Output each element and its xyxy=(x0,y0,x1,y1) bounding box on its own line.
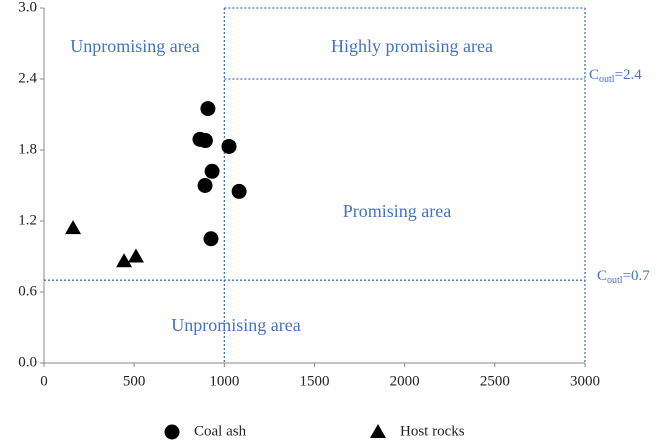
point xyxy=(116,253,133,268)
point xyxy=(221,138,237,154)
x-tick-label: 3000 xyxy=(570,373,600,389)
region-label: Unpromising area xyxy=(171,315,300,335)
label-base: C xyxy=(589,67,599,83)
point xyxy=(203,231,219,247)
y-tick-label: 0.0 xyxy=(18,354,37,370)
label-suffix: =2.4 xyxy=(615,67,643,83)
label-suffix: =0.7 xyxy=(623,269,651,285)
label-sub: outl xyxy=(599,74,615,85)
threshold-label: Coutl=2.4 xyxy=(589,67,642,85)
point xyxy=(204,163,220,179)
x-tick-label: 500 xyxy=(123,373,146,389)
point xyxy=(231,183,247,199)
x-tick-label: 0 xyxy=(40,373,48,389)
region-label: Promising area xyxy=(343,201,451,221)
x-tick-label: 1500 xyxy=(300,373,330,389)
y-tick-label: 0.6 xyxy=(18,283,37,299)
point xyxy=(197,133,213,149)
legend-marker xyxy=(164,424,180,440)
point xyxy=(200,101,216,117)
label-base: C xyxy=(597,269,607,285)
legend-label: Coal ash xyxy=(194,423,247,439)
point xyxy=(197,178,213,193)
x-tick-label: 2500 xyxy=(480,373,510,389)
y-tick-label: 3.0 xyxy=(18,0,37,15)
x-tick-label: 2000 xyxy=(390,373,420,389)
label-sub: outl xyxy=(607,275,623,286)
legend-label: Host rocks xyxy=(400,423,465,439)
y-tick-label: 2.4 xyxy=(18,70,37,86)
threshold-label: Coutl=0.7 xyxy=(597,269,650,287)
y-tick-label: 1.2 xyxy=(18,212,37,228)
y-tick-label: 1.8 xyxy=(18,141,37,157)
x-tick-label: 1000 xyxy=(209,373,239,389)
legend-marker xyxy=(370,424,386,438)
point xyxy=(127,248,144,263)
region-label: Unpromising area xyxy=(70,36,199,56)
region-label: Highly promising area xyxy=(331,36,493,56)
point xyxy=(65,220,82,235)
